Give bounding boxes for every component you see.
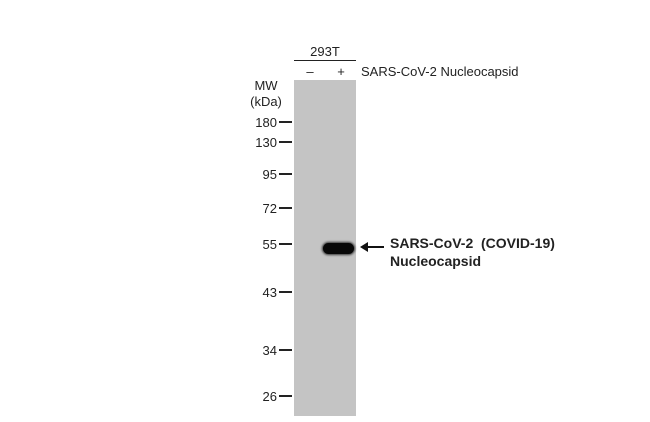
sample-label: SARS-CoV-2 Nucleocapsid [361, 64, 519, 79]
marker-tick [279, 173, 292, 175]
marker-130: 130 [240, 134, 292, 150]
target-label-line2: Nucleocapsid [390, 253, 482, 269]
marker-label: 43 [262, 284, 277, 300]
marker-tick [279, 141, 292, 143]
marker-label: 26 [262, 388, 277, 404]
target-label: SARS-CoV-2 (COVID-19) Nucleocapsid [390, 234, 555, 270]
marker-tick [279, 207, 292, 209]
lane-1-sign: – [306, 64, 314, 79]
marker-95: 95 [240, 166, 292, 182]
marker-label: 55 [262, 236, 277, 252]
marker-180: 180 [240, 114, 292, 130]
target-label-line1: SARS-CoV-2 (COVID-19) [390, 235, 555, 251]
marker-34: 34 [240, 342, 292, 358]
marker-label: 72 [262, 200, 277, 216]
cell-line-divider [294, 60, 356, 61]
marker-55: 55 [240, 236, 292, 252]
marker-label: 95 [262, 166, 277, 182]
lane-2-sign: + [337, 64, 345, 79]
marker-72: 72 [240, 200, 292, 216]
mw-title: MW (kDa) [244, 78, 288, 110]
marker-tick [279, 395, 292, 397]
marker-label: 130 [255, 134, 277, 150]
marker-tick [279, 349, 292, 351]
mw-title-line2: (kDa) [250, 94, 282, 109]
marker-tick [279, 121, 292, 123]
marker-tick [279, 291, 292, 293]
arrow-shaft [362, 246, 384, 248]
nucleocapsid-band [323, 243, 354, 254]
marker-label: 180 [255, 114, 277, 130]
marker-43: 43 [240, 284, 292, 300]
marker-26: 26 [240, 388, 292, 404]
marker-label: 34 [262, 342, 277, 358]
cell-line-label: 293T [310, 44, 340, 59]
marker-tick [279, 243, 292, 245]
mw-title-line1: MW [254, 78, 278, 93]
